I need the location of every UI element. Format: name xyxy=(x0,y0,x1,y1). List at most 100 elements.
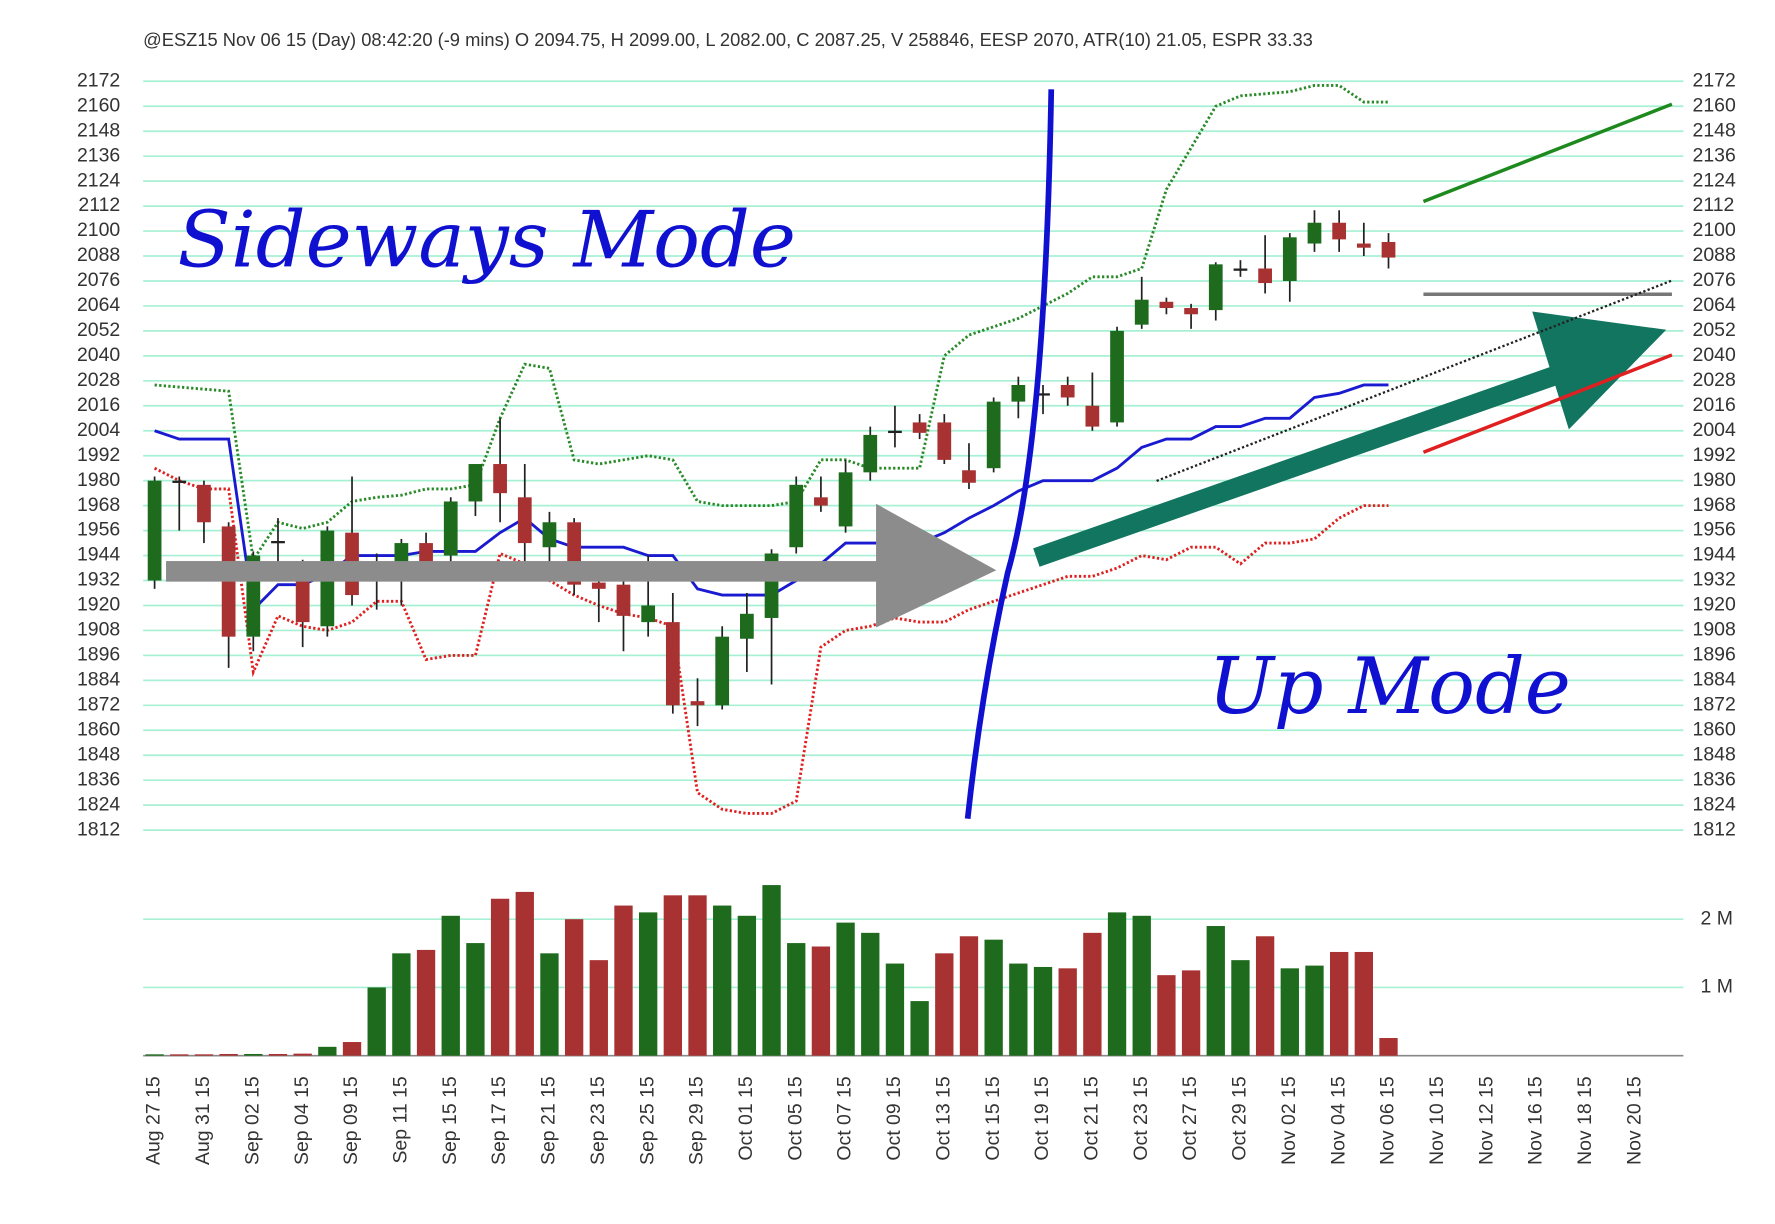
candle-body xyxy=(888,430,902,434)
candle-body xyxy=(863,434,878,473)
y2-tick-label: 2076 xyxy=(1693,269,1736,291)
y2-tick-label: 1992 xyxy=(1693,444,1736,466)
x-tick-label: Sep 02 15 xyxy=(241,1076,263,1165)
y2-tick-label: 1908 xyxy=(1693,619,1736,641)
x-tick-label: Nov 16 15 xyxy=(1525,1076,1547,1165)
volume-bar xyxy=(367,987,386,1056)
candle-body xyxy=(468,464,483,502)
y2-tick-label: 1848 xyxy=(1693,743,1736,765)
y2-tick-label: 2040 xyxy=(1693,344,1736,366)
y2-tick-label: 1812 xyxy=(1693,818,1736,840)
y-tick-label: 1968 xyxy=(77,494,120,516)
y2-tick-label: 1860 xyxy=(1693,718,1736,740)
mode-divider xyxy=(964,89,1055,819)
y2-tick-label: 2136 xyxy=(1693,144,1736,166)
volume-tick-label: 1 M xyxy=(1701,976,1733,998)
y-tick-label: 1836 xyxy=(77,768,120,790)
y2-tick-label: 2028 xyxy=(1693,369,1736,391)
candle-body xyxy=(542,522,557,548)
y2-tick-label: 1968 xyxy=(1693,494,1736,516)
candle-body xyxy=(789,484,804,548)
sideways-arrow-shaft xyxy=(166,561,882,582)
y-tick-label: 1812 xyxy=(77,818,120,840)
y2-tick-label: 2004 xyxy=(1693,419,1736,441)
y-tick-label: 2052 xyxy=(77,319,120,341)
y2-tick-label: 1944 xyxy=(1693,544,1736,566)
x-tick-label: Oct 13 15 xyxy=(932,1076,954,1160)
volume-bar xyxy=(392,953,411,1056)
candle-body xyxy=(1282,237,1297,281)
volume-bar xyxy=(515,891,534,1056)
y2-tick-label: 2052 xyxy=(1693,319,1736,341)
volume-bar xyxy=(762,885,781,1056)
y2-tick-label: 1872 xyxy=(1693,693,1736,715)
candle-body xyxy=(271,540,285,544)
candle-body xyxy=(715,636,730,706)
x-tick-label: Sep 25 15 xyxy=(636,1076,658,1165)
x-tick-label: Nov 02 15 xyxy=(1278,1076,1300,1165)
volume-bar xyxy=(1379,1038,1398,1056)
volume-bar xyxy=(441,915,460,1056)
candle-body xyxy=(197,484,211,523)
volume-bar xyxy=(688,895,707,1056)
candle-body xyxy=(419,543,433,564)
volume-bar xyxy=(663,895,683,1056)
y-tick-label: 2064 xyxy=(77,294,120,316)
volume-bar xyxy=(1033,966,1053,1056)
volume-bar xyxy=(861,932,880,1056)
x-tick-label: Nov 06 15 xyxy=(1377,1076,1399,1165)
volume-bar xyxy=(1083,932,1102,1056)
x-tick-label: Aug 27 15 xyxy=(143,1076,165,1165)
candle-body xyxy=(1258,268,1272,284)
sideways-arrow-head xyxy=(876,503,997,628)
volume-bar xyxy=(811,946,831,1056)
y-tick-label: 2076 xyxy=(77,269,120,291)
y-tick-label: 1908 xyxy=(77,619,120,641)
y-tick-label: 1884 xyxy=(77,668,120,690)
y2-tick-label: 2088 xyxy=(1693,244,1736,266)
x-tick-label: Oct 21 15 xyxy=(1081,1076,1103,1160)
y2-tick-label: 2016 xyxy=(1693,394,1736,416)
band-line xyxy=(154,84,1389,564)
candle-body xyxy=(937,422,952,460)
volume-bar xyxy=(244,1053,263,1056)
candle-body xyxy=(1085,405,1100,427)
x-tick-label: Nov 20 15 xyxy=(1623,1076,1645,1165)
y2-tick-label: 1836 xyxy=(1693,768,1736,790)
volume-bar xyxy=(1329,951,1349,1056)
volume-bar xyxy=(268,1053,288,1056)
x-tick-label: Sep 15 15 xyxy=(439,1076,461,1165)
candle-body xyxy=(1011,384,1026,402)
volume-bar xyxy=(589,960,608,1056)
y-tick-label: 2112 xyxy=(78,194,120,216)
volume-bar xyxy=(342,1042,362,1056)
y-tick-label: 2148 xyxy=(77,119,120,141)
volume-bar xyxy=(713,905,732,1056)
candle-body xyxy=(1159,301,1174,309)
annotation: Sideways Mode xyxy=(178,196,796,286)
annotation: Up Mode xyxy=(1208,642,1571,732)
candle-body xyxy=(838,472,853,527)
y2-tick-label: 1884 xyxy=(1693,668,1736,690)
volume-bar xyxy=(614,905,633,1056)
volume-bar xyxy=(935,953,954,1056)
x-tick-label: Sep 09 15 xyxy=(340,1076,362,1165)
y-tick-label: 1824 xyxy=(77,793,120,815)
y2-tick-label: 1956 xyxy=(1693,519,1736,541)
candle-body xyxy=(1332,222,1347,240)
y-tick-label: 2172 xyxy=(77,69,120,91)
y-tick-label: 1980 xyxy=(77,469,120,491)
y-tick-label: 2040 xyxy=(77,344,120,366)
volume-bar xyxy=(145,1054,164,1056)
candle-body xyxy=(1184,308,1198,315)
candle-body xyxy=(1307,222,1322,244)
y2-tick-label: 2148 xyxy=(1693,119,1736,141)
volume-tick-label: 2 M xyxy=(1701,907,1733,929)
y2-tick-label: 1932 xyxy=(1693,569,1736,591)
y2-tick-label: 1896 xyxy=(1693,644,1736,666)
volume-bar xyxy=(885,963,905,1056)
y-tick-label: 1860 xyxy=(77,718,120,740)
y-tick-label: 1992 xyxy=(77,444,120,466)
candle-body xyxy=(443,501,458,556)
volume-bar xyxy=(170,1054,189,1056)
